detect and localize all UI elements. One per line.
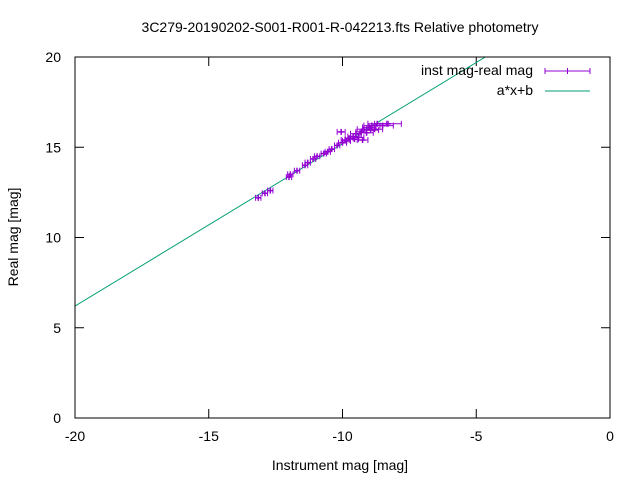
x-axis-label: Instrument mag [mag] xyxy=(272,457,408,473)
data-point xyxy=(255,194,262,201)
data-point xyxy=(374,120,402,127)
x-tick-label: -5 xyxy=(470,428,483,444)
x-tick-label: -15 xyxy=(199,428,219,444)
data-point xyxy=(336,128,346,135)
data-point xyxy=(328,146,335,153)
data-point xyxy=(267,187,274,194)
chart-title: 3C279-20190202-S001-R001-R-042213.fts Re… xyxy=(142,19,539,35)
data-point xyxy=(293,167,301,174)
x-tick-label: -20 xyxy=(65,428,85,444)
fit-line-group xyxy=(75,57,486,307)
data-point xyxy=(287,171,294,178)
data-point xyxy=(304,159,311,166)
legend: inst mag-real mag a*x+b xyxy=(421,62,591,98)
y-tick-label: 20 xyxy=(45,49,61,65)
y-tick-label: 0 xyxy=(53,410,61,426)
x-tick-label: -10 xyxy=(332,428,352,444)
y-axis-label: Real mag [mag] xyxy=(5,188,21,287)
x-tick-label: 0 xyxy=(606,428,614,444)
data-points-group xyxy=(255,120,402,201)
axis-ticks: -20 -15 -10 -5 0 0 5 10 15 20 xyxy=(45,49,614,444)
y-tick-label: 10 xyxy=(45,230,61,246)
data-point xyxy=(333,142,341,149)
legend-label-fit: a*x+b xyxy=(497,82,533,98)
legend-label-points: inst mag-real mag xyxy=(421,62,533,78)
data-point xyxy=(356,137,369,144)
data-point xyxy=(313,153,321,160)
plot-frame xyxy=(74,56,611,419)
y-tick-label: 15 xyxy=(45,139,61,155)
fit-line xyxy=(75,57,486,307)
data-point xyxy=(362,127,380,134)
y-tick-label: 5 xyxy=(53,320,61,336)
